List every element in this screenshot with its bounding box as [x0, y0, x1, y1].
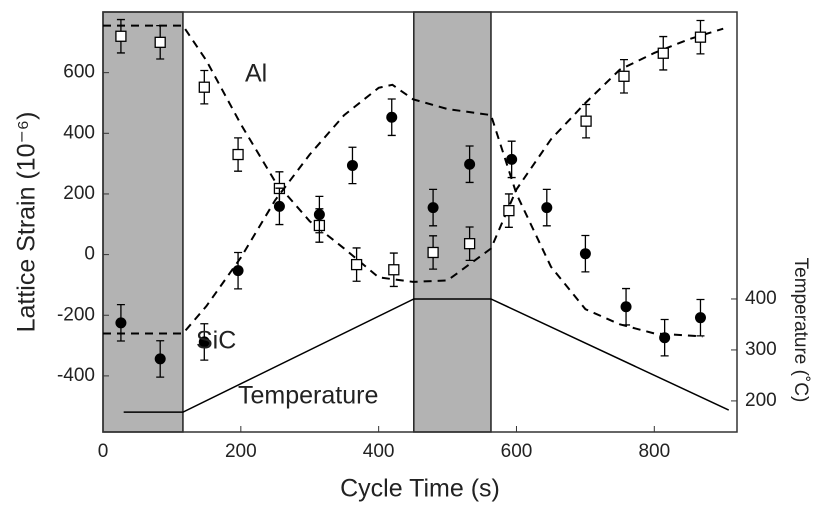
- y2-tick-label: 300: [745, 339, 777, 360]
- x-tick-label: 800: [638, 441, 670, 462]
- y-axis-title: Lattice Strain (10⁻⁶): [13, 112, 41, 333]
- y-tick-label: -400: [57, 365, 95, 386]
- data-point: [198, 81, 210, 93]
- data-point: [506, 153, 518, 165]
- shaded-region: [413, 11, 492, 433]
- data-point: [154, 353, 166, 365]
- fit-curve: [103, 24, 724, 283]
- data-point: [313, 209, 325, 221]
- data-point: [503, 204, 515, 217]
- y-tick-label: 0: [84, 244, 95, 265]
- y-tick-label: 600: [63, 62, 95, 83]
- x-tick-label: 400: [363, 441, 395, 462]
- data-point: [694, 312, 706, 324]
- x-tick-label: 600: [501, 441, 533, 462]
- y2-tick-label: 200: [745, 390, 777, 411]
- data-point: [115, 30, 127, 42]
- y2-tick-label: 400: [745, 288, 777, 309]
- plot-frame: [102, 11, 738, 433]
- y-tick-label: -200: [57, 304, 95, 325]
- data-point: [463, 238, 476, 250]
- series-label: Al: [245, 60, 267, 88]
- data-point: [541, 202, 553, 214]
- data-point: [198, 336, 210, 348]
- data-point: [273, 200, 285, 212]
- data-point: [388, 264, 400, 276]
- data-point: [386, 111, 398, 123]
- data-point: [346, 159, 358, 171]
- data-point: [579, 248, 591, 260]
- y2-axis-title: Temperature (˚C): [790, 258, 811, 403]
- temperature-line: [123, 298, 730, 413]
- y-tick-label: 400: [63, 122, 95, 143]
- x-tick-label: 200: [225, 441, 257, 462]
- data-point: [694, 31, 707, 43]
- shaded-region: [102, 11, 184, 433]
- data-point: [464, 158, 476, 170]
- data-point: [657, 47, 669, 59]
- y-tick-label: 200: [63, 183, 95, 204]
- data-point: [232, 265, 244, 277]
- data-point: [232, 148, 244, 161]
- fit-curve: [103, 83, 703, 338]
- x-tick-label: 0: [98, 441, 109, 462]
- series-label: SiC: [196, 327, 236, 355]
- x-axis-title: Cycle Time (s): [340, 475, 500, 503]
- data-point: [618, 70, 630, 82]
- data-point: [659, 332, 671, 344]
- data-point: [580, 115, 592, 127]
- data-point: [350, 258, 363, 271]
- data-point: [115, 317, 127, 329]
- series-label: Temperature: [238, 382, 378, 410]
- data-point: [427, 202, 439, 214]
- data-point: [154, 36, 166, 48]
- data-point: [620, 301, 632, 313]
- data-point: [427, 246, 439, 259]
